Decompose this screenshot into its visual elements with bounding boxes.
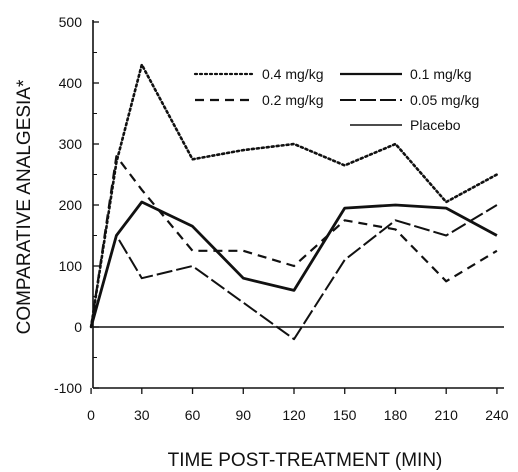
legend-label-0: 0.4 mg/kg — [262, 66, 323, 82]
legend-label-1: 0.1 mg/kg — [410, 66, 471, 82]
x-tick-label: 240 — [485, 407, 509, 423]
legend-label-3: 0.05 mg/kg — [410, 92, 479, 108]
y-tick-label: 200 — [59, 197, 83, 213]
y-tick-label: -100 — [54, 380, 82, 396]
legend-label-2: 0.2 mg/kg — [262, 92, 323, 108]
x-tick-label: 180 — [384, 407, 408, 423]
tick-labels: -100 0 100 200 300 400 500 0 30 60 90 120 150 180 210 2… — [54, 14, 509, 423]
y-tick-label: 400 — [59, 75, 83, 91]
y-axis-label: COMPARATIVE ANALGESIA* — [14, 79, 35, 334]
series-line-2 — [90, 155, 498, 328]
legend-label-4: Placebo — [410, 117, 461, 133]
x-tick-label: 210 — [435, 407, 459, 423]
y-tick-label: 500 — [59, 14, 83, 30]
x-tick-label: 0 — [87, 407, 95, 423]
y-tick-label: 0 — [74, 319, 82, 335]
y-tick-label: 300 — [59, 136, 83, 152]
legend: 0.4 mg/kg 0.1 mg/kg 0.2 mg/kg 0.05 mg/kg Pla… — [193, 66, 479, 133]
x-tick-label: 90 — [235, 407, 251, 423]
series-line-0 — [89, 63, 499, 329]
series-line-3 — [90, 204, 498, 341]
series-lines — [89, 63, 504, 341]
y-tick-label: 100 — [59, 258, 83, 274]
x-tick-label: 150 — [333, 407, 357, 423]
x-tick-label: 30 — [134, 407, 150, 423]
series-line-1 — [89, 200, 498, 328]
x-tick-label: 120 — [282, 407, 306, 423]
x-axis-label: TIME POST-TREATMENT (MIN) — [168, 450, 443, 471]
x-tick-label: 60 — [185, 407, 201, 423]
